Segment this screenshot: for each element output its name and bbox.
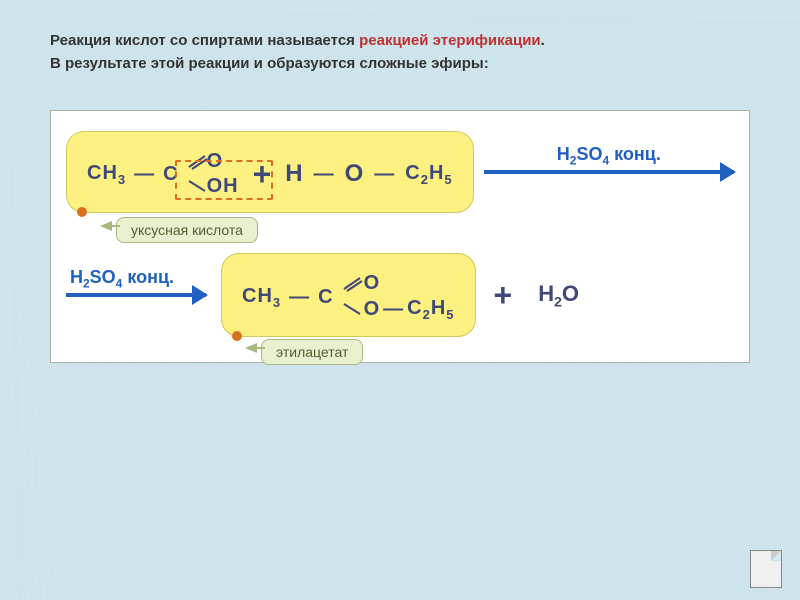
label-arrow-1 [100,219,120,233]
reaction-arrow-2: H2SO4 конц. [66,293,206,297]
intro-part1: Реакция кислот со спиртами называется [50,32,359,49]
leaving-group-box [175,160,273,200]
single-bond: — [134,163,155,186]
dot-marker-1 [77,207,87,217]
water-product: H2O [538,281,579,309]
ester-label-tag: этилацетат [261,339,363,365]
alcohol-o: O [345,160,365,188]
alcohol-r: C2H5 [405,162,452,187]
plus-sign-2: + [494,277,513,314]
intro-part2: . [541,32,545,49]
product-r: C2H5 [407,297,454,322]
reaction-row-2: H2SO4 конц. CH3 — C O O — C2H5 [66,253,734,337]
intro-highlight: реакцией этерификации [359,32,541,49]
intro-line2: В результате этой реакции и образуются с… [50,55,489,72]
acid-label-text: уксусная кислота [131,222,243,238]
dot-marker-2 [232,331,242,341]
arrow-condition-2: H2SO4 конц. [70,267,174,291]
product-o-top: O [364,272,381,295]
product-c: C [318,286,333,309]
reaction-arrow-1: H2SO4 конц. [484,170,734,174]
bond-1: — [289,286,310,309]
product-box: CH3 — C O O — C2H5 [221,253,476,337]
product-single-bond [342,302,364,318]
ch3-fragment: CH3 [87,162,126,187]
intro-paragraph: Реакция кислот со спиртами называется ре… [50,30,750,75]
single-bond-oc: — [374,163,395,186]
product-o-bottom: O [364,298,381,321]
ester-label-text: этилацетат [276,344,348,360]
product-ch3: CH3 [242,285,281,310]
reactants-box: CH3 — C O OH + H — O — [66,131,474,213]
page-corner-icon [750,550,782,588]
reaction-row-1: CH3 — C O OH + H — O — [66,131,734,213]
product-double-bond [342,275,364,293]
bond-oc: — [383,298,404,321]
reaction-diagram-panel: CH3 — C O OH + H — O — [50,110,750,363]
single-bond-ho: — [314,163,335,186]
alcohol-h: H [285,160,303,188]
arrow-condition-1: H2SO4 конц. [557,144,661,168]
acid-label-tag: уксусная кислота [116,217,258,243]
label-arrow-2 [245,341,265,355]
